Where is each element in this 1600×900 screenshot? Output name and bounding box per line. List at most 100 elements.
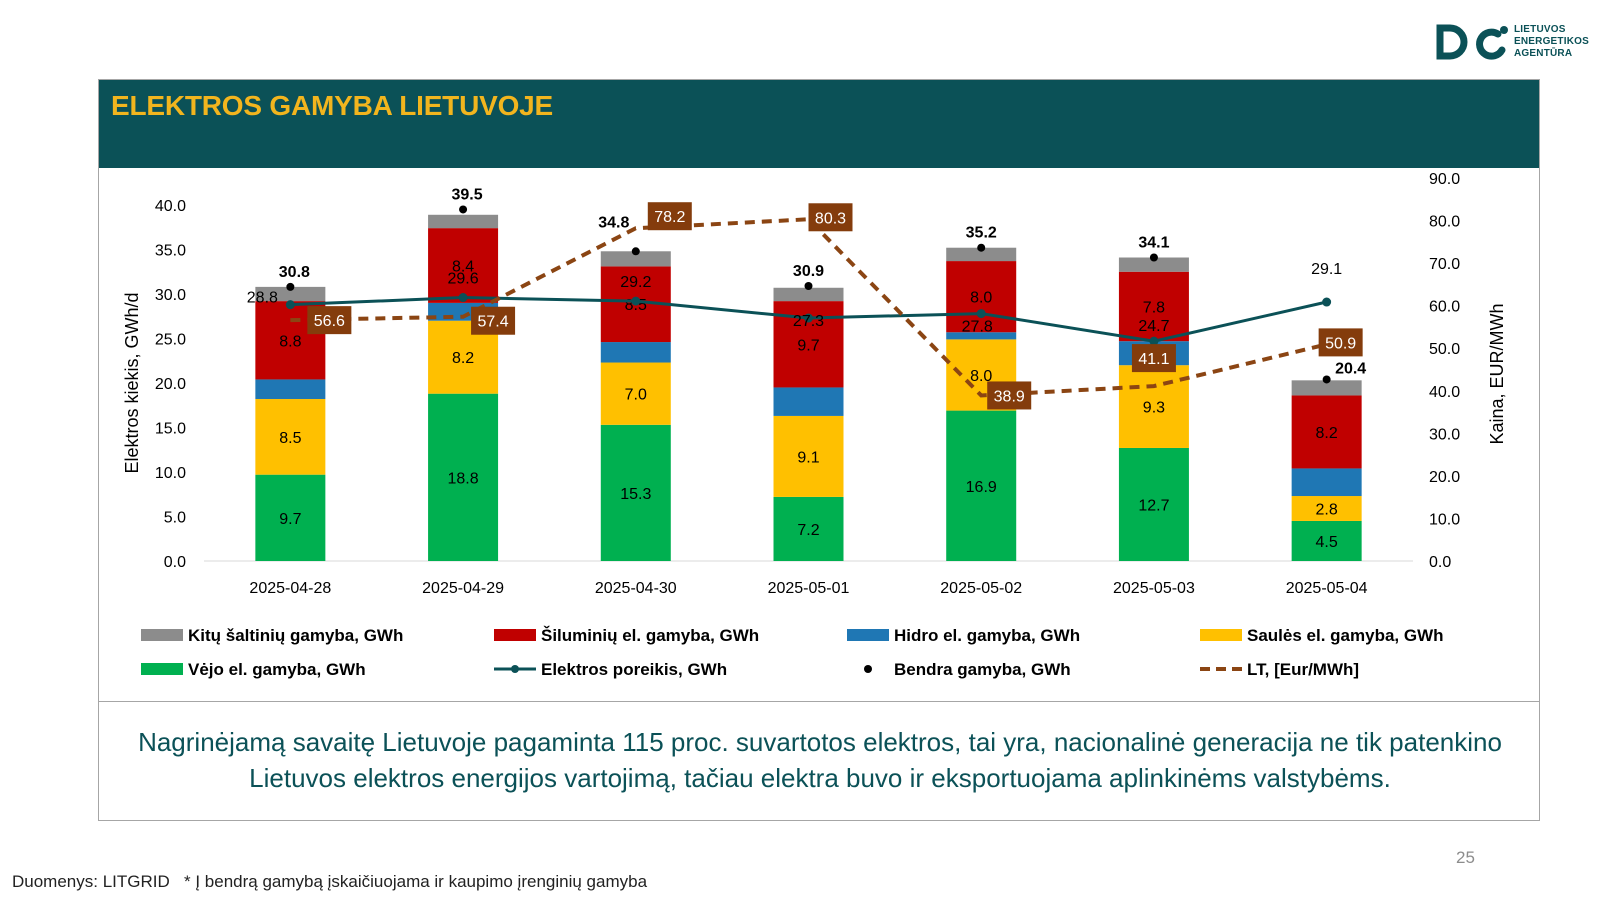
bar-segment (946, 247, 1017, 262)
summary-text: Nagrinėjamą savaitę Lietuvoje pagaminta … (138, 727, 1502, 793)
price-label-box (307, 306, 352, 335)
bar-segment (946, 261, 1017, 333)
bar-segment-label: 7.8 (1143, 299, 1165, 316)
bar-segment-label: 9.7 (797, 337, 819, 354)
price-label: 41.1 (1138, 351, 1169, 368)
x-tick-label: 2025-04-29 (422, 580, 504, 597)
bar-segment-label: 4.5 (1316, 534, 1338, 551)
price-label-box (808, 203, 853, 232)
bar-segment-label: 2.8 (1316, 501, 1338, 518)
total-point (286, 282, 295, 291)
bar-segment (1118, 257, 1189, 272)
agency-logo (1436, 24, 1508, 60)
legend-swatch (494, 629, 536, 641)
total-point (804, 281, 813, 290)
bar-segment (428, 214, 499, 229)
bar-segment-label: 9.7 (279, 511, 301, 528)
page-title: ELEKTROS GAMYBA LIETUVOJE (111, 90, 554, 121)
bar-segment (255, 474, 326, 561)
price-label: 57.4 (478, 314, 509, 331)
bar-segment-label: 8.8 (279, 333, 301, 350)
price-label: 78.2 (654, 209, 685, 226)
bar-segment (1118, 271, 1189, 342)
page-number: 25 (1456, 848, 1475, 867)
bar-segment (255, 286, 326, 302)
total-label: 20.4 (1335, 360, 1366, 377)
legend-label: Saulės el. gamyba, GWh (1247, 626, 1444, 645)
bar-segment (773, 415, 844, 497)
y2-tick-label: 70.0 (1429, 256, 1460, 273)
bar-segment-label: 8.2 (452, 350, 474, 367)
x-tick-label: 2025-05-04 (1286, 580, 1368, 597)
demand-label: 28.8 (247, 290, 278, 307)
y2-tick-label: 30.0 (1429, 426, 1460, 443)
total-label: 34.8 (598, 214, 629, 231)
price-label: 50.9 (1325, 335, 1356, 352)
bar-segment (1118, 447, 1189, 561)
content-frame (98, 79, 1540, 821)
bar-segment (773, 287, 844, 302)
bar-segment-label: 7.0 (625, 387, 647, 404)
total-point (977, 243, 986, 252)
legend-swatch (141, 663, 183, 675)
total-point (459, 205, 468, 214)
y2-tick-label: 40.0 (1429, 384, 1460, 401)
total-label: 35.2 (966, 225, 997, 242)
y-tick-label: 0.0 (164, 554, 186, 571)
legend-swatch (847, 629, 889, 641)
demand-point (976, 309, 986, 319)
y-tick-label: 10.0 (155, 465, 186, 482)
y-tick-label: 35.0 (155, 243, 186, 260)
legend-swatch (141, 629, 183, 641)
demand-point (1149, 336, 1159, 346)
x-tick-label: 2025-05-03 (1113, 580, 1195, 597)
demand-point (458, 293, 468, 303)
demand-point (804, 313, 813, 323)
price-label-box (471, 306, 516, 335)
demand-label: 27.8 (962, 319, 993, 336)
bar-segment (1291, 496, 1362, 521)
demand-label: 24.7 (1138, 318, 1169, 335)
bar-segment-label: 16.9 (966, 479, 997, 496)
bar-segment-label: 8.4 (452, 259, 474, 276)
legend-swatch-marker (511, 665, 519, 673)
bar-segment (773, 387, 844, 416)
total-point (1149, 253, 1158, 262)
price-label: 56.6 (314, 313, 345, 330)
bar-segment (600, 342, 671, 363)
total-point (631, 247, 640, 256)
bar-segment (1291, 468, 1362, 497)
divider (99, 701, 1539, 702)
y2-tick-label: 20.0 (1429, 469, 1460, 486)
legend-label: Bendra gamyba, GWh (894, 660, 1071, 679)
legend-label: Šiluminių el. gamyba, GWh (541, 626, 759, 645)
demand-point (285, 300, 295, 310)
bar-segment (600, 424, 671, 561)
bar-segment-label: 12.7 (1138, 497, 1169, 514)
y-axis-title: Elektros kiekis, GWh/d (122, 292, 142, 473)
bar-segment (1291, 395, 1362, 469)
y-tick-label: 5.0 (164, 510, 186, 527)
y-tick-label: 20.0 (155, 376, 186, 393)
price-line (290, 217, 1328, 398)
bar-segment-label: 8.2 (1316, 425, 1338, 442)
bar-segment (255, 379, 326, 400)
bar-segment (600, 251, 671, 267)
total-label: 34.1 (1138, 235, 1169, 252)
logo-line: ENERGETIKOS (1514, 36, 1589, 47)
footnote: * Į bendrą gamybą įskaičiuojama ir kaupi… (184, 872, 648, 891)
bar-segment-label: 8.5 (279, 430, 301, 447)
bar-segment-label: 7.2 (797, 522, 819, 539)
bar-segment (600, 362, 671, 425)
y2-tick-label: 0.0 (1429, 554, 1451, 571)
x-tick-label: 2025-05-02 (940, 580, 1022, 597)
total-point (1322, 375, 1331, 384)
y-tick-label: 15.0 (155, 421, 186, 438)
price-label-box (647, 202, 692, 231)
price-label-box (1318, 328, 1363, 357)
y-tick-label: 25.0 (155, 332, 186, 349)
bar-segment (946, 410, 1017, 561)
total-label: 39.5 (452, 186, 483, 203)
total-label: 30.8 (279, 264, 310, 281)
y2-tick-label: 90.0 (1429, 171, 1460, 188)
